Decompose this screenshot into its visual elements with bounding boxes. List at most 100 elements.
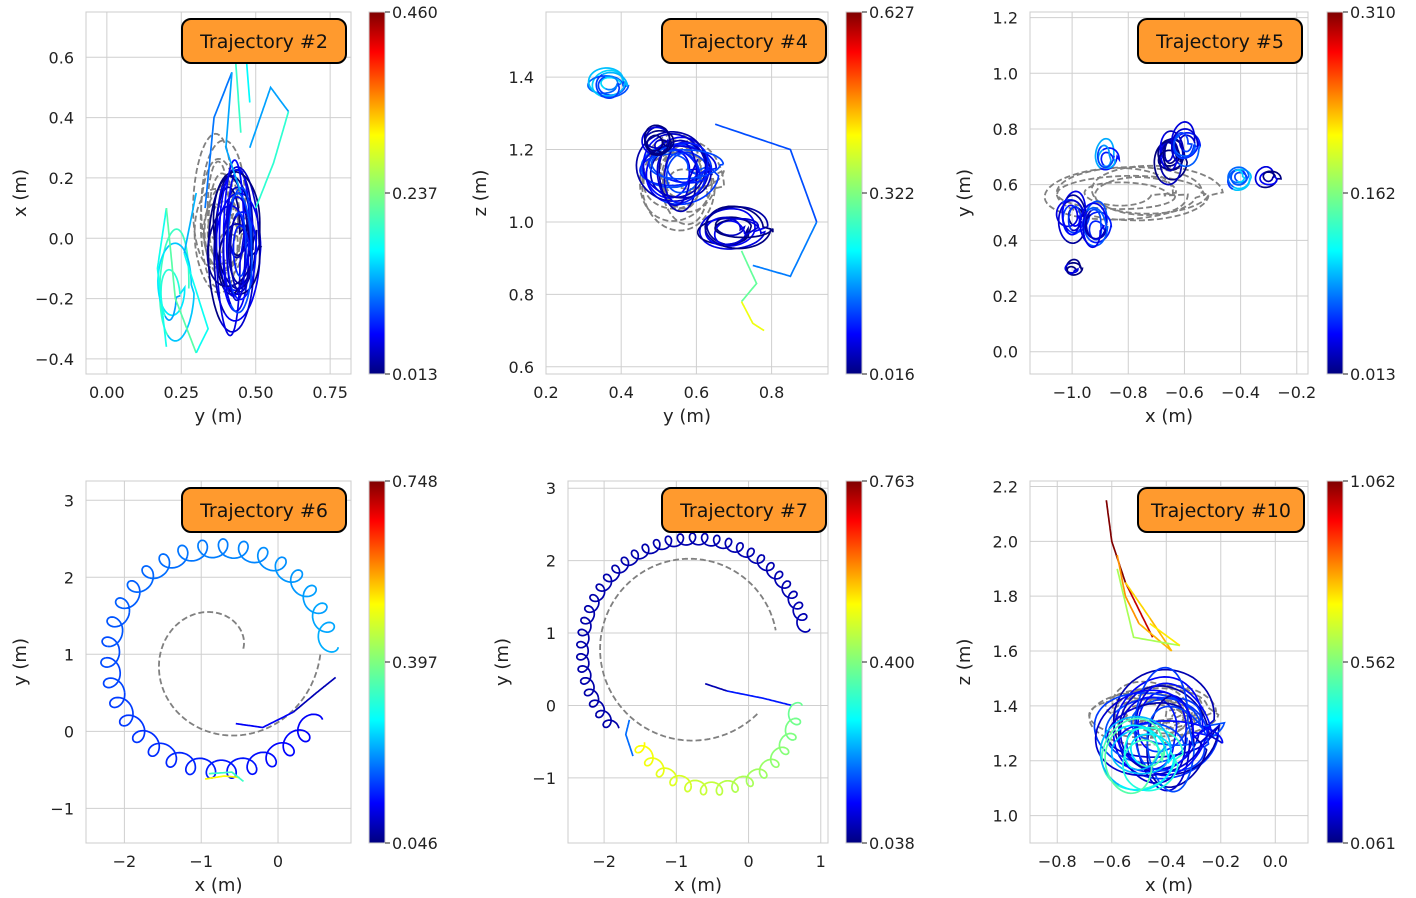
trajectory-segment (789, 717, 802, 726)
trajectory-segment (595, 573, 613, 592)
trajectory-segment (1100, 151, 1115, 166)
x-tick-label: 0 (273, 852, 283, 871)
trajectory-segment (717, 205, 772, 250)
trajectory-segment (575, 640, 590, 662)
x-tick-label: 0.00 (89, 383, 125, 402)
colorbar-tick-label: 0.013 (392, 365, 438, 384)
colorbar-tick-label: 0.162 (1350, 184, 1396, 203)
trajectory-segment (1262, 171, 1277, 182)
trajectory-lines (587, 67, 818, 332)
x-axis-label: y (m) (195, 406, 243, 427)
trajectory-segment (645, 757, 665, 776)
trajectory-segment (1090, 208, 1103, 241)
trajectory-segment (1130, 733, 1173, 765)
trajectory-segment (226, 540, 269, 564)
y-tick-label: 0.2 (993, 287, 1018, 306)
trajectory-segment (1177, 131, 1193, 153)
trajectory-segment (654, 139, 672, 152)
subplot-1: 0.00 0.25 0.50 0.75 −0.4 −0.2 0.0 0.2 0.4 0.6 y (m… (10, 3, 438, 427)
y-axis-label: z (m) (470, 170, 491, 217)
trajectory-segment (585, 588, 606, 614)
trajectory-segment (664, 148, 712, 184)
colorbar: 0.061 0.562 1.062 (1326, 472, 1396, 853)
y-tick-label: 1.0 (509, 213, 534, 232)
trajectory-segment (183, 253, 210, 354)
trajectory-segment (102, 656, 126, 693)
trajectory-segment (1124, 582, 1151, 619)
colorbar-tick-label: 0.562 (1350, 653, 1396, 672)
y-tick-label: 0.0 (993, 343, 1018, 362)
trajectory-segment (704, 682, 728, 692)
trajectory-segment (1178, 145, 1202, 168)
y-tick-label: 0.6 (509, 358, 534, 377)
chart-title: Trajectory #10 (1150, 500, 1291, 522)
x-tick-label: −0.2 (1277, 383, 1316, 402)
x-tick-label: −2 (592, 852, 616, 871)
y-tick-label: −1 (532, 769, 556, 788)
trajectory-segment (688, 532, 709, 546)
trajectory-segment (206, 213, 263, 288)
trajectory-segment (663, 141, 698, 201)
x-tick-label: 0.4 (608, 383, 633, 402)
trajectory-segment (208, 771, 245, 783)
y-tick-label: 2.2 (993, 477, 1018, 496)
trajectory-segment (787, 701, 803, 721)
trajectory-segment (1082, 210, 1106, 249)
trajectory-segment (228, 223, 251, 259)
trajectory-segment (713, 219, 746, 245)
trajectory-segment (756, 554, 775, 579)
y-tick-label: 0.8 (509, 285, 534, 304)
trajectory-segment (234, 211, 247, 278)
trajectory-segment (1093, 692, 1202, 765)
colorbar-tick-label: 0.013 (1350, 365, 1396, 384)
trajectory-segment (1089, 211, 1113, 244)
y-tick-label: 0.0 (49, 229, 74, 248)
trajectory-segment (254, 111, 290, 209)
trajectory-segment (642, 138, 701, 199)
y-tick-label: 3 (546, 479, 556, 498)
x-tick-label: 0.2 (533, 383, 558, 402)
trajectory-segment (106, 612, 131, 648)
trajectory-segment (643, 751, 654, 767)
colorbar-tick-label: 1.062 (1350, 472, 1396, 491)
trajectory-segment (796, 613, 811, 633)
trajectory-segment (1160, 130, 1185, 186)
x-tick-label: −0.4 (1147, 852, 1186, 871)
trajectory-lines (1088, 500, 1226, 795)
colorbar: 0.046 0.397 0.748 (368, 472, 438, 853)
trajectory-segment (1163, 138, 1179, 163)
colorbar-gradient (369, 481, 385, 843)
trajectory-segment (1234, 169, 1246, 183)
trajectory-segment (1232, 168, 1252, 192)
y-tick-label: 1 (546, 624, 556, 643)
x-tick-label: −0.8 (1109, 383, 1148, 402)
colorbar-tick-label: 0.237 (392, 184, 438, 203)
x-tick-label: −1 (665, 852, 689, 871)
y-tick-label: 0.6 (993, 176, 1018, 195)
y-tick-label: −0.4 (35, 350, 74, 369)
y-tick-label: 1.2 (509, 141, 534, 160)
x-axis-label: x (m) (674, 875, 722, 896)
trajectory-segment (1133, 666, 1189, 770)
y-tick-label: −1 (50, 799, 74, 818)
trajectory-segment (587, 67, 625, 95)
x-tick-label: −1.0 (1053, 383, 1092, 402)
trajectory-segment (274, 559, 304, 595)
axes-frame (567, 480, 829, 844)
trajectory-segment (1179, 134, 1196, 151)
axes-frame (1029, 11, 1309, 375)
trajectory-segment (576, 623, 592, 649)
trajectory-segment (792, 601, 808, 622)
trajectory-segment (579, 676, 600, 698)
trajectory-segment (656, 150, 699, 207)
trajectory-segment (716, 216, 746, 237)
chart-title: Trajectory #2 (199, 31, 328, 53)
trajectory-segment (118, 714, 146, 744)
colorbar: 0.016 0.322 0.627 (845, 3, 915, 384)
trajectory-segment (265, 731, 295, 765)
colorbar-tick-label: 0.400 (869, 653, 915, 672)
trajectory-segment (204, 71, 233, 209)
trajectory-segment (778, 743, 790, 756)
trajectory-segment (1260, 170, 1282, 189)
